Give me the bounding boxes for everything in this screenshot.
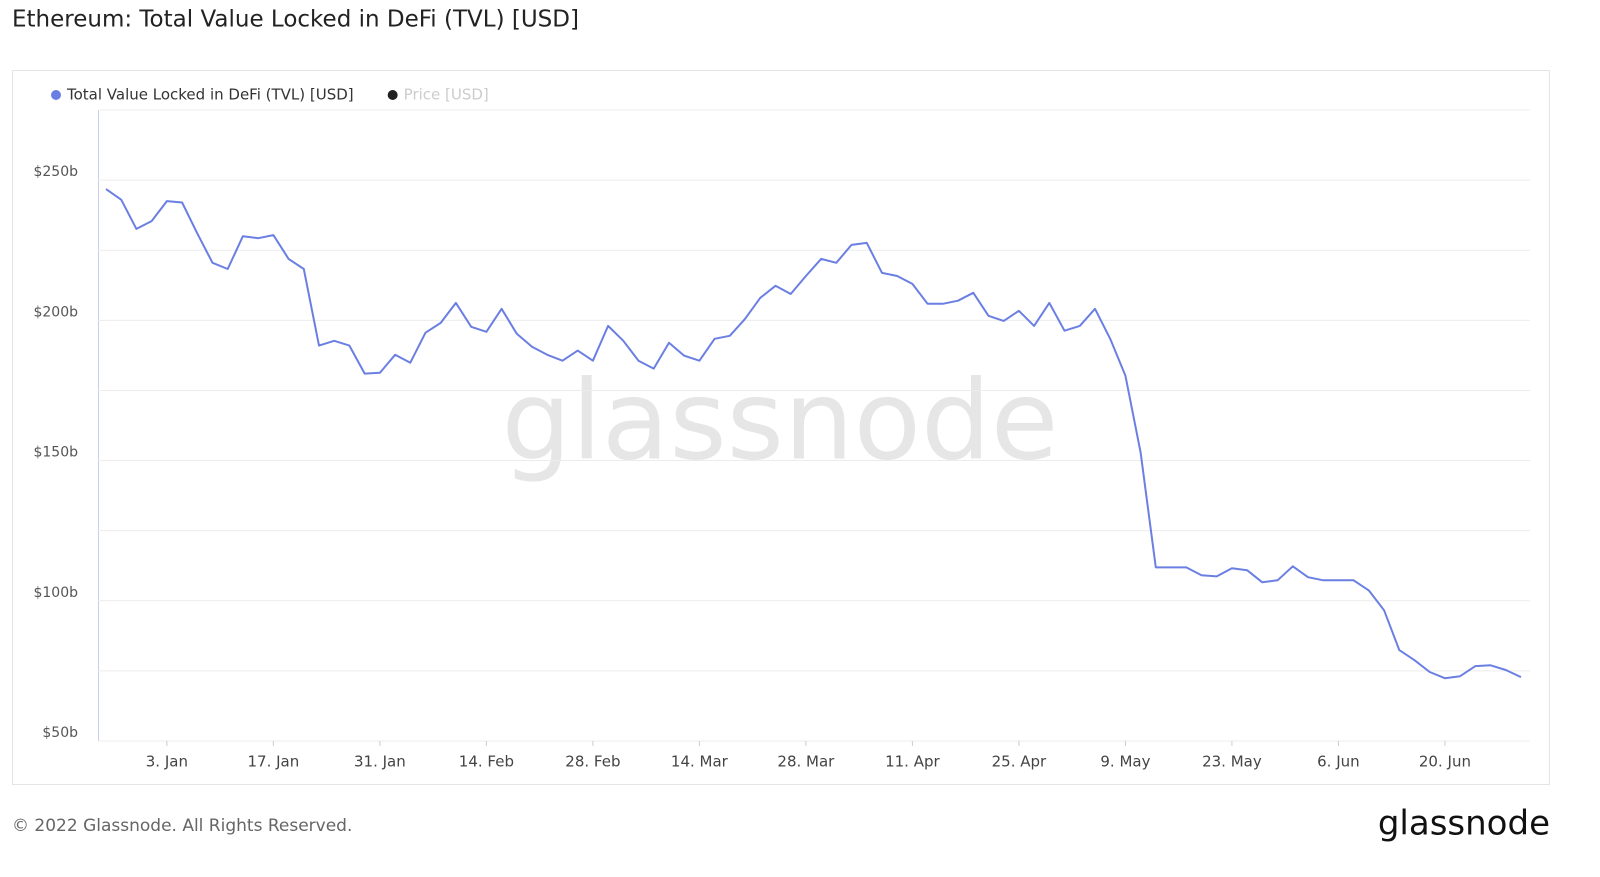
x-tick-label: 9. May bbox=[1100, 753, 1150, 771]
y-tick-label: $150b bbox=[33, 445, 78, 461]
y-tick-label: $100b bbox=[33, 585, 78, 601]
x-tick-label: 31. Jan bbox=[354, 753, 406, 771]
x-tick-label: 11. Apr bbox=[885, 753, 940, 771]
x-tick-label: 20. Jun bbox=[1419, 753, 1471, 771]
y-tick-label: $50b bbox=[42, 725, 78, 741]
data-line bbox=[105, 188, 1522, 680]
x-tick-label: 14. Mar bbox=[671, 753, 729, 771]
legend-marker bbox=[51, 90, 61, 100]
x-tick-label: 3. Jan bbox=[146, 753, 188, 771]
legend-label: Total Value Locked in DeFi (TVL) [USD] bbox=[66, 86, 354, 104]
logo: glassnode bbox=[1378, 804, 1550, 844]
x-tick-label: 25. Apr bbox=[992, 753, 1047, 771]
x-tick-label: 23. May bbox=[1202, 753, 1262, 771]
watermark: glassnode bbox=[502, 356, 1059, 484]
x-tick-label: 28. Mar bbox=[777, 753, 835, 771]
chart-frame bbox=[12, 70, 1550, 785]
x-tick-label: 28. Feb bbox=[565, 753, 620, 771]
x-tick-label: 14. Feb bbox=[459, 753, 514, 771]
legend-marker bbox=[387, 90, 398, 100]
x-tick-label: 6. Jun bbox=[1317, 753, 1360, 771]
y-tick-label: $250b bbox=[33, 164, 78, 180]
x-tick-label: 17. Jan bbox=[247, 753, 299, 771]
y-tick-label: $200b bbox=[33, 304, 78, 320]
footer: © 2022 Glassnode. All Rights Reserved. bbox=[12, 816, 352, 836]
chart-title: Ethereum: Total Value Locked in DeFi (TV… bbox=[12, 7, 579, 33]
legend-label: Price [USD] bbox=[404, 86, 489, 104]
